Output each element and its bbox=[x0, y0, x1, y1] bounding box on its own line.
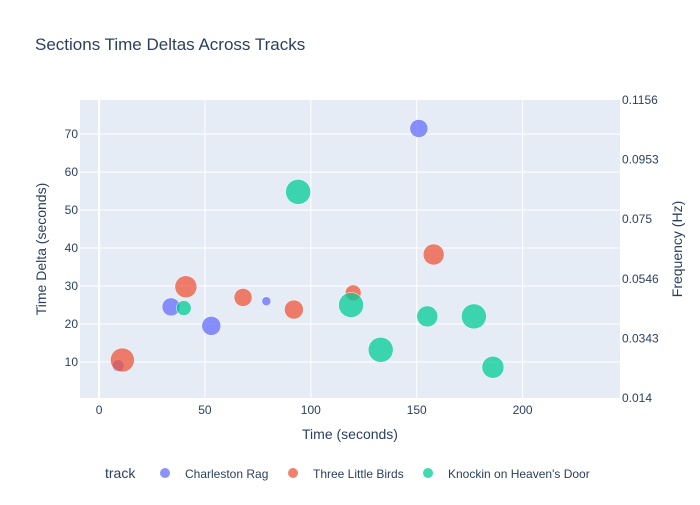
legend-marker bbox=[423, 468, 433, 478]
legend-marker bbox=[160, 468, 170, 478]
y2-tick-label: 0.0953 bbox=[622, 153, 659, 167]
y2-tick-label: 0.075 bbox=[622, 212, 652, 226]
y-tick-label: 30 bbox=[65, 279, 79, 293]
y2-tick-label: 0.1156 bbox=[622, 93, 658, 107]
legend-marker bbox=[288, 468, 298, 478]
data-point-knockin-on-heaven-s-door bbox=[481, 356, 505, 379]
data-point-three-little-birds bbox=[422, 243, 445, 266]
legend-label: Charleston Rag bbox=[185, 467, 268, 481]
chart-title: Sections Time Deltas Across Tracks bbox=[35, 35, 305, 54]
x-tick-label: 50 bbox=[198, 403, 212, 417]
y-tick-labels: 10 20 30 40 50 60 70 bbox=[65, 127, 79, 369]
legend-item-charleston-rag[interactable]: Charleston Rag bbox=[160, 467, 268, 481]
data-point-three-little-birds bbox=[174, 275, 198, 299]
legend-label: Three Little Birds bbox=[313, 467, 404, 481]
y2-axis-label: Frequency (Hz) bbox=[669, 201, 685, 297]
x-axis-label: Time (seconds) bbox=[302, 426, 398, 442]
x-tick-label: 150 bbox=[407, 403, 427, 417]
y2-tick-label: 0.014 bbox=[622, 391, 652, 405]
data-point-knockin-on-heaven-s-door bbox=[338, 292, 364, 318]
y2-tick-label: 0.0546 bbox=[622, 272, 659, 286]
data-point-knockin-on-heaven-s-door bbox=[461, 303, 487, 330]
y-tick-label: 20 bbox=[65, 317, 79, 331]
data-point-knockin-on-heaven-s-door bbox=[285, 179, 311, 205]
x-gridlines bbox=[98, 100, 524, 398]
y-tick-label: 40 bbox=[65, 241, 79, 255]
legend: track Charleston Rag Three Little Birds Kn… bbox=[105, 465, 590, 481]
legend-item-knockin-on-heaven-s-door[interactable]: Knockin on Heaven's Door bbox=[423, 467, 590, 481]
y-tick-label: 70 bbox=[65, 127, 79, 141]
legend-item-three-little-birds[interactable]: Three Little Birds bbox=[288, 467, 404, 481]
data-point-knockin-on-heaven-s-door bbox=[416, 305, 439, 328]
x-tick-labels: 0 50 100 150 200 bbox=[96, 403, 533, 417]
y2-tick-label: 0.0343 bbox=[622, 331, 659, 345]
data-point-charleston-rag bbox=[409, 119, 429, 138]
x-tick-label: 200 bbox=[513, 403, 533, 417]
data-point-knockin-on-heaven-s-door bbox=[367, 337, 394, 363]
y-axis-label: Time Delta (seconds) bbox=[33, 183, 49, 316]
y-gridlines bbox=[80, 133, 620, 363]
markers bbox=[110, 119, 505, 379]
y-tick-label: 50 bbox=[65, 203, 79, 217]
x-tick-label: 100 bbox=[301, 403, 321, 417]
legend-label: Knockin on Heaven's Door bbox=[448, 467, 590, 481]
plot-background bbox=[80, 100, 620, 398]
legend-title: track bbox=[105, 465, 136, 481]
y-tick-label: 60 bbox=[65, 165, 79, 179]
x-tick-label: 0 bbox=[96, 403, 103, 417]
data-point-knockin-on-heaven-s-door bbox=[176, 300, 192, 316]
data-point-charleston-rag bbox=[201, 316, 222, 336]
y-tick-label: 10 bbox=[65, 355, 79, 369]
data-point-three-little-birds bbox=[110, 347, 135, 373]
data-point-three-little-birds bbox=[233, 288, 253, 307]
data-point-charleston-rag bbox=[261, 296, 272, 306]
y2-tick-labels: 0.1156 0.0953 0.075 0.0546 0.0343 0.014 bbox=[622, 93, 659, 405]
data-point-three-little-birds bbox=[284, 299, 304, 320]
